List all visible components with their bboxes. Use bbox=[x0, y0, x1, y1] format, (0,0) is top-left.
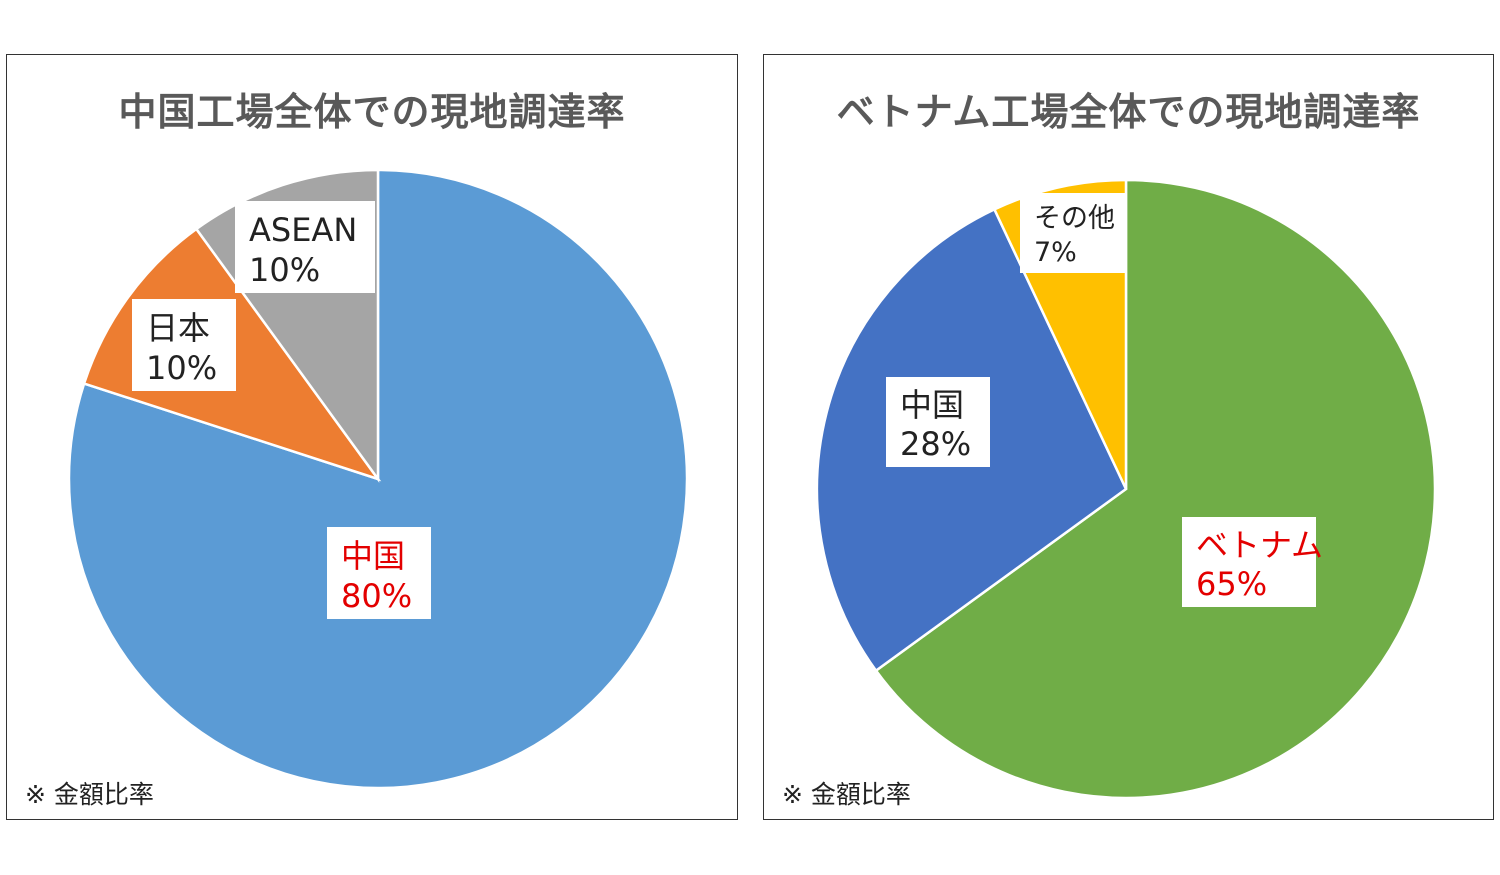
slice-name-label: 日本 bbox=[146, 309, 210, 347]
chart-title: 中国工場全体での現地調達率 bbox=[118, 90, 626, 134]
slice-value-label: 80% bbox=[341, 577, 412, 615]
slice-value-label: 7% bbox=[1034, 237, 1077, 268]
china-chart-panel: 中国工場全体での現地調達率 中国 80% 日本 10% ASEAN 10% ※ 金額比率 bbox=[6, 54, 738, 820]
slice-value-label: 10% bbox=[146, 349, 217, 387]
slice-value-label: 10% bbox=[249, 251, 320, 289]
slice-label-box bbox=[886, 377, 990, 467]
slice-name-label: 中国 bbox=[900, 386, 964, 424]
slice-label-box bbox=[235, 201, 375, 293]
slice-value-label: 65% bbox=[1196, 565, 1267, 603]
pie-slice-0 bbox=[874, 178, 1437, 800]
slice-name-label: ASEAN bbox=[249, 211, 357, 249]
slice-label-box bbox=[1020, 193, 1126, 273]
slice-label-box bbox=[327, 527, 431, 619]
chart-title: ベトナム工場全体での現地調達率 bbox=[836, 90, 1421, 134]
vietnam-chart-panel: ベトナム工場全体での現地調達率 ベトナム 65% 中国 28% その他 7% ※ 金額比率 bbox=[763, 54, 1494, 820]
slice-name-label: 中国 bbox=[341, 537, 405, 575]
chart-note: ※ 金額比率 bbox=[25, 780, 154, 809]
slice-name-label: ベトナム bbox=[1196, 526, 1323, 564]
chart-note: ※ 金額比率 bbox=[782, 780, 911, 809]
slice-name-label: その他 bbox=[1034, 203, 1115, 234]
slice-label-box bbox=[132, 299, 236, 391]
slice-label-box bbox=[1182, 517, 1316, 607]
slice-value-label: 28% bbox=[900, 425, 971, 463]
